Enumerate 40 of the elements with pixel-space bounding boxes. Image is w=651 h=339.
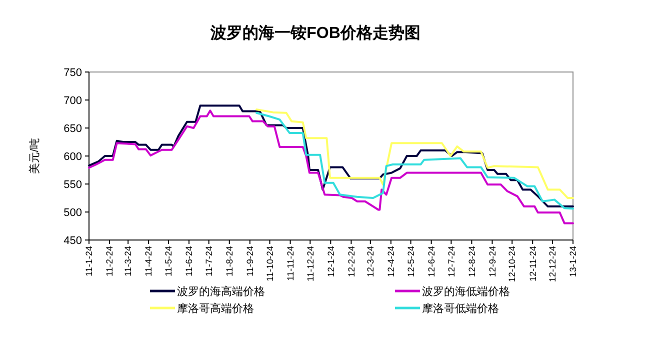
x-tick-label: 12-9-24 bbox=[487, 246, 498, 278]
x-tick-label: 11-8-24 bbox=[224, 246, 235, 276]
y-tick-label: 450 bbox=[64, 234, 82, 247]
legend-label: 波罗的海高端价格 bbox=[177, 284, 265, 298]
legend-label: 摩洛哥低端价格 bbox=[422, 302, 499, 315]
x-tick-label: 11-5-24 bbox=[164, 246, 174, 276]
x-tick-label: 11-10-24 bbox=[264, 246, 275, 282]
x-tick-label: 12-2-24 bbox=[346, 246, 356, 278]
x-tick-label: 11-11-24 bbox=[285, 246, 296, 281]
x-tick-label: 12-3-24 bbox=[366, 246, 376, 278]
x-tick-label: 11-4-24 bbox=[144, 246, 154, 276]
line-series bbox=[88, 104, 574, 208]
x-tick-label: 12-6-24 bbox=[426, 246, 436, 278]
x-tick-label: 11-6-24 bbox=[184, 246, 194, 276]
x-tick-label: 11-12-24 bbox=[305, 246, 316, 282]
x-tick-label: 11-2-24 bbox=[104, 246, 115, 276]
x-tick-label: 12-12-24 bbox=[548, 246, 558, 282]
line-series bbox=[88, 110, 574, 224]
legend-label: 波罗的海低端价格 bbox=[422, 284, 510, 298]
legend-label: 摩洛哥高端价格 bbox=[177, 302, 254, 315]
y-tick-label: 550 bbox=[64, 178, 82, 191]
x-tick-label: 12-1-24 bbox=[326, 246, 336, 278]
x-tick-label: 12-4-24 bbox=[386, 246, 396, 278]
y-tick-label: 650 bbox=[64, 122, 82, 135]
x-tick-label: 12-8-24 bbox=[466, 246, 477, 278]
x-tick-label: 11-9-24 bbox=[245, 246, 256, 276]
x-tick-label: 11-1-24 bbox=[84, 246, 94, 276]
x-tick-label: 11-3-24 bbox=[123, 246, 134, 276]
y-tick-label: 750 bbox=[64, 66, 82, 79]
y-tick-label: 700 bbox=[64, 94, 82, 107]
x-tick-label: 12-11-24 bbox=[528, 246, 538, 282]
x-tick-label: 12-5-24 bbox=[406, 246, 416, 278]
x-tick-label: 11-7-24 bbox=[204, 246, 214, 276]
chart-title: 波罗的海一铵FOB价格走势图 bbox=[210, 24, 420, 42]
x-tick-label: 12-10-24 bbox=[507, 246, 518, 282]
y-axis-title: 美元/吨 bbox=[28, 138, 41, 174]
y-tick-label: 600 bbox=[64, 150, 82, 163]
x-tick-label: 12-7-24 bbox=[446, 246, 456, 278]
x-tick-label: 13-1-24 bbox=[568, 246, 578, 278]
y-tick-label: 500 bbox=[64, 206, 82, 219]
